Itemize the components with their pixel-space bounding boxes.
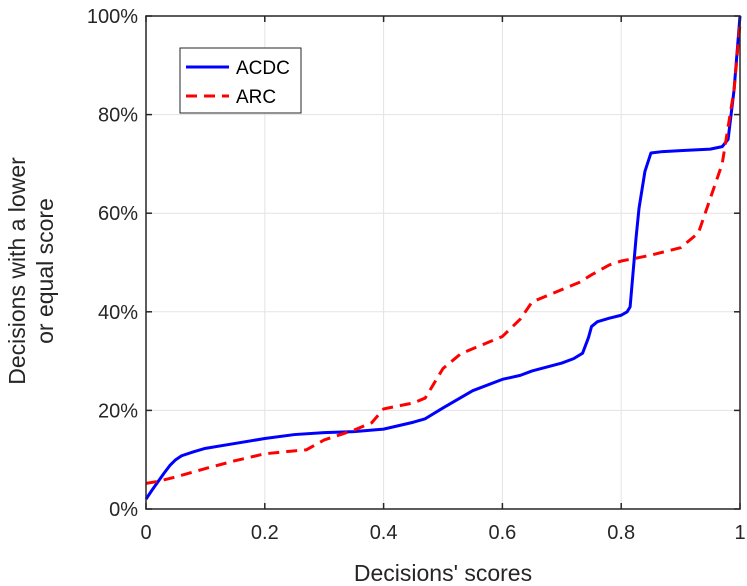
axes-box	[145, 15, 741, 510]
x-tick-label: 0.6	[488, 522, 516, 544]
series-layer	[144, 15, 742, 500]
y-tick-label: 80%	[98, 105, 138, 127]
y-tick-label: 40%	[98, 302, 138, 324]
y-tick-label: 0%	[109, 499, 138, 521]
y-axis-title-line-1: Decisions with a lower	[4, 157, 30, 385]
series-line-arc	[145, 23, 742, 485]
x-tick-label: 0.4	[370, 522, 398, 544]
x-tick-label: 0.8	[607, 522, 635, 544]
x-axis-title: Decisions' scores	[354, 560, 532, 586]
y-tick-label: 60%	[98, 203, 138, 225]
legend: ACDC ARC	[179, 47, 302, 114]
legend-label-acdc: ACDC	[236, 58, 290, 79]
series-line-acdc	[144, 15, 742, 500]
legend-box	[179, 47, 302, 114]
y-axis-title: Decisions with a lower or equal score	[4, 157, 58, 385]
x-tick-label: 0	[140, 522, 151, 544]
x-tick-label: 0.2	[251, 522, 279, 544]
x-tick-label: 1	[734, 522, 745, 544]
grid-lines	[146, 16, 740, 509]
y-axis-title-line-2: or equal score	[32, 198, 58, 344]
y-tick-label: 100%	[87, 6, 138, 28]
axis-ticks: 0 0.2 0.4 0.6 0.8 1 0% 20% 40% 60% 80% 100%	[87, 6, 746, 544]
legend-label-arc: ARC	[236, 87, 276, 108]
y-tick-label: 20%	[98, 400, 138, 422]
